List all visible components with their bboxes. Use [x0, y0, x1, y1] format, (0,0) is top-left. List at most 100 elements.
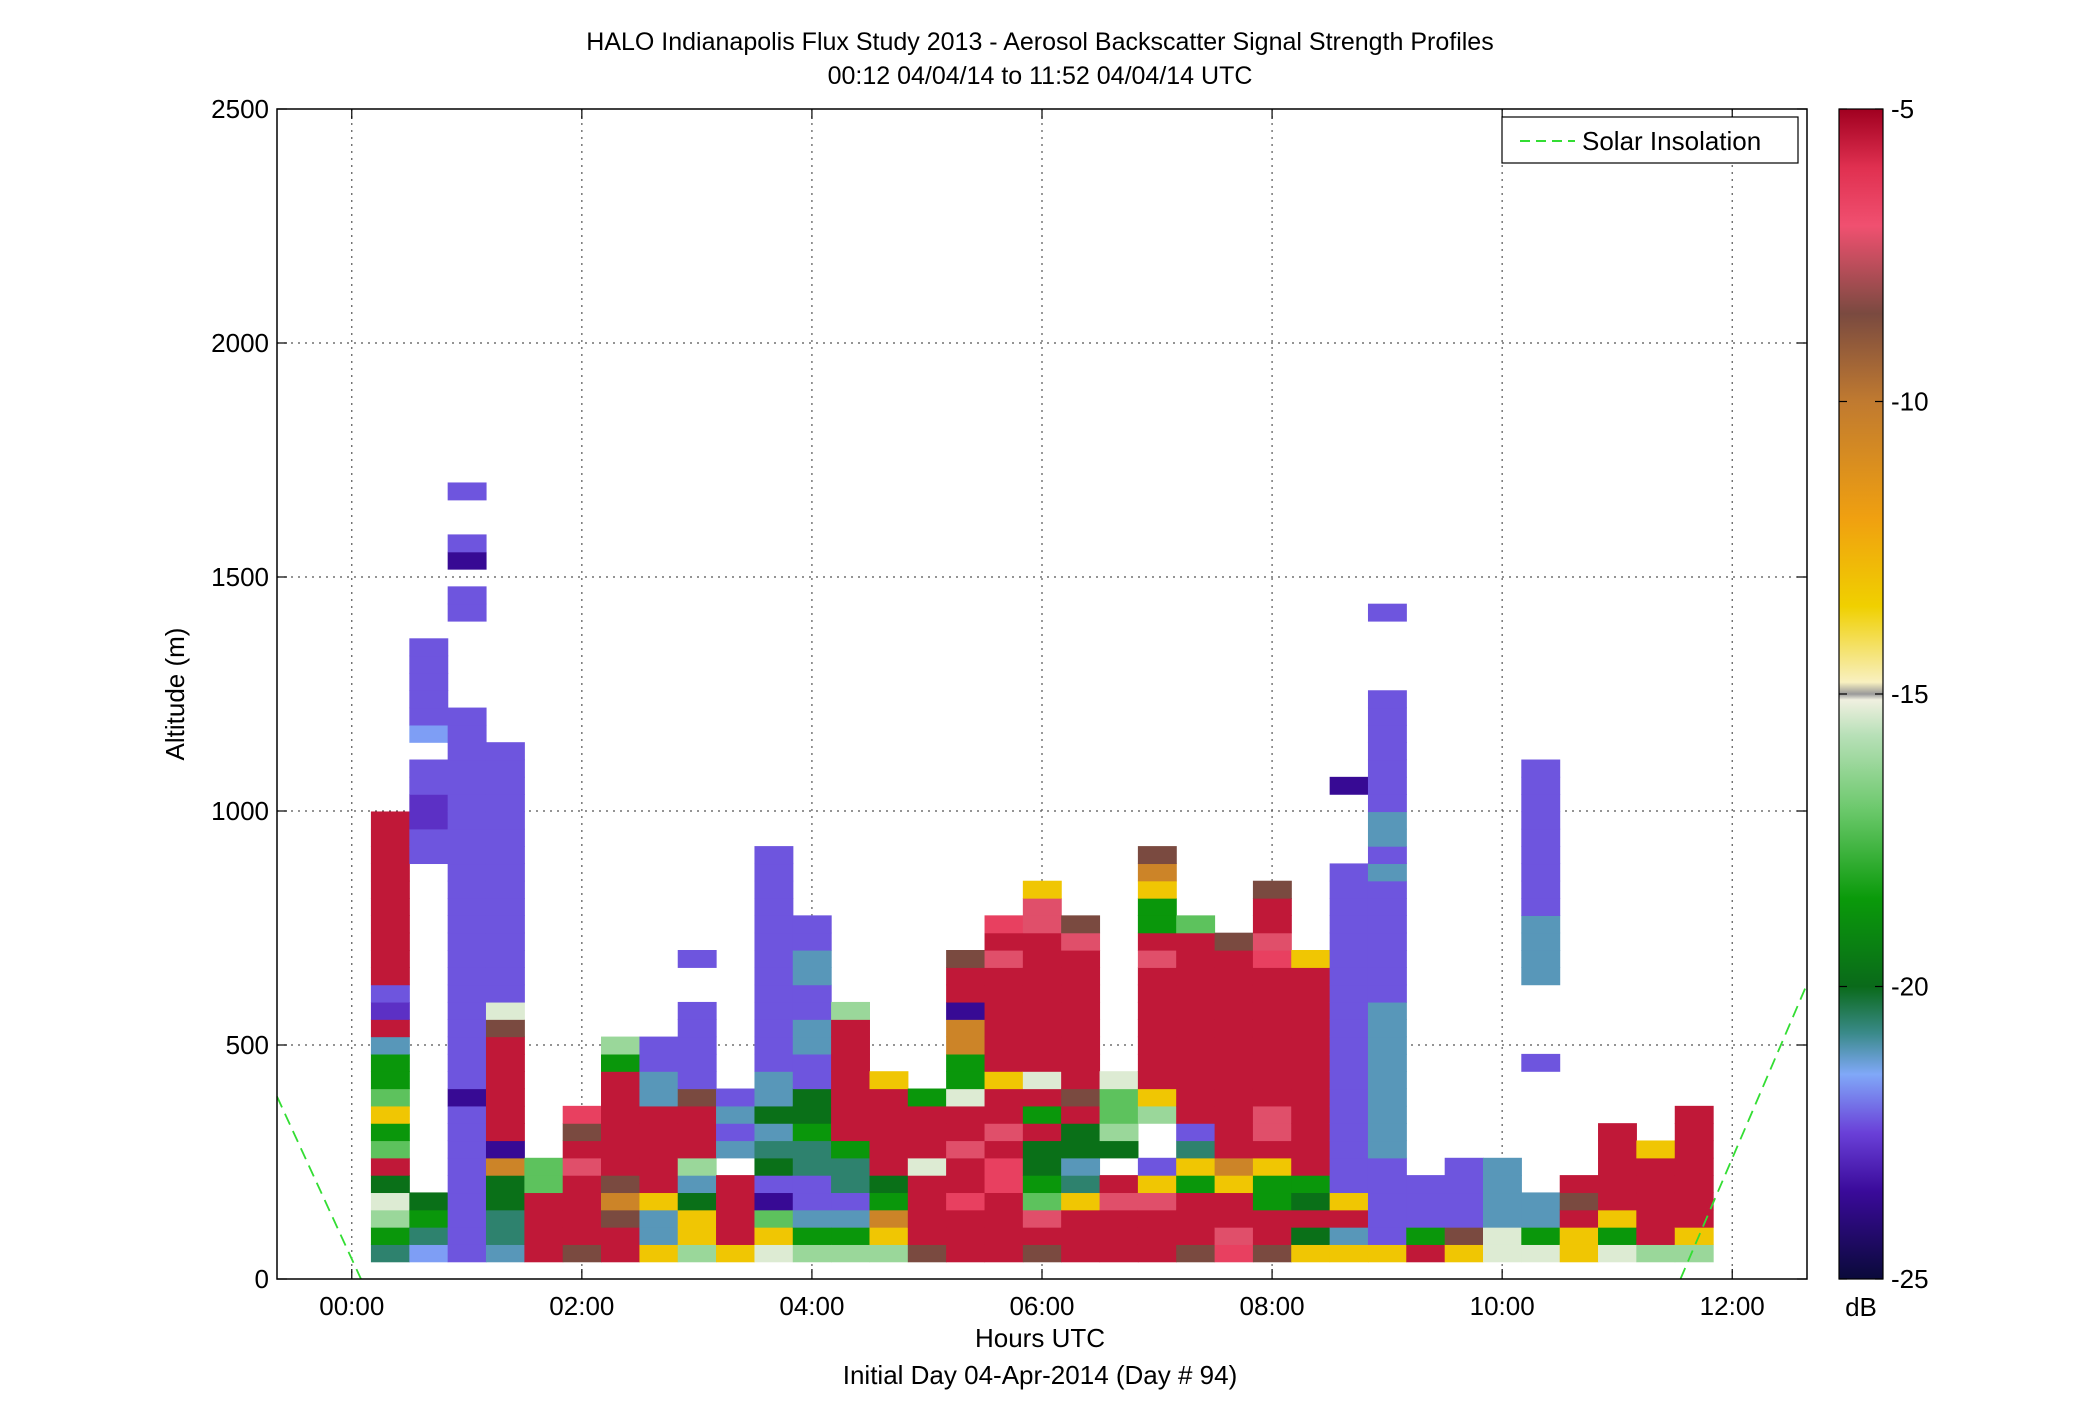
heatmap-cell [1329, 1157, 1369, 1176]
heatmap-cell [1521, 950, 1561, 968]
heatmap-cell [601, 1053, 640, 1072]
heatmap-cell [1329, 932, 1369, 951]
heatmap-cell [1176, 984, 1216, 1003]
colorbar: -5 -10 -15 -20 -25 dB [1838, 94, 1929, 1322]
heatmap-cell [370, 898, 410, 916]
heatmap-cell [447, 759, 487, 778]
heatmap-cell [1483, 1175, 1522, 1194]
heatmap-cell [1176, 1157, 1216, 1176]
heatmap-cell [984, 1123, 1024, 1142]
heatmap-cell [792, 984, 832, 1003]
heatmap-cell [1214, 1209, 1254, 1228]
heatmap-cell [1214, 1088, 1254, 1107]
heatmap-cell [1674, 1175, 1714, 1194]
heatmap-cell [1559, 1209, 1599, 1228]
heatmap-cell [792, 1227, 832, 1245]
heatmap-cell [1329, 1209, 1369, 1228]
heatmap-cell [1291, 984, 1331, 1003]
heatmap-cell [1483, 1244, 1522, 1263]
heatmap-cell [447, 1140, 487, 1159]
heatmap-cell [639, 1209, 679, 1228]
heatmap-cell [1022, 1019, 1062, 1038]
heatmap-cell [1291, 1071, 1331, 1090]
heatmap-cell [946, 950, 986, 968]
heatmap-cell [485, 915, 525, 934]
heatmap-cell [1367, 1192, 1407, 1211]
x-tick-label: 00:00 [319, 1291, 384, 1321]
heatmap-cell [1252, 1227, 1292, 1245]
heatmap-cell [447, 811, 487, 830]
heatmap-cell [946, 984, 986, 1003]
heatmap-cell [601, 1244, 640, 1263]
heatmap-cell [1367, 863, 1407, 882]
heatmap-cell [984, 967, 1024, 986]
heatmap-cell [907, 1192, 947, 1211]
heatmap-cell [1176, 1019, 1216, 1038]
heatmap-cell [1022, 1140, 1062, 1159]
heatmap-cell [485, 776, 525, 795]
heatmap-cell [1367, 1175, 1407, 1194]
heatmap-cell [1176, 1001, 1216, 1020]
heatmap-cell [409, 1244, 449, 1263]
heatmap-cell [869, 1105, 909, 1124]
heatmap-cell [562, 1209, 602, 1228]
heatmap-cell [370, 846, 410, 865]
heatmap-cell [1252, 1157, 1292, 1176]
heatmap-cell [1674, 1157, 1714, 1176]
heatmap-cell [1291, 1019, 1331, 1038]
x-tick-label: 02:00 [549, 1291, 614, 1321]
heatmap-cell [370, 967, 410, 986]
heatmap-cell [1367, 794, 1407, 813]
heatmap-cell [1406, 1227, 1446, 1245]
heatmap-cell [1022, 1088, 1062, 1107]
heatmap-cell [1022, 1071, 1062, 1090]
heatmap-cell [1483, 1157, 1522, 1176]
heatmap-cell [984, 932, 1024, 951]
heatmap-cell [792, 932, 832, 951]
y-tick-label: 1500 [211, 562, 269, 592]
heatmap-cell [1061, 915, 1101, 934]
colorbar-ticks: -5 -10 -15 -20 -25 [1839, 94, 1929, 1294]
heatmap-cell [677, 1123, 717, 1142]
heatmap-cell [1252, 984, 1292, 1003]
heatmap-cell [984, 984, 1024, 1003]
heatmap-cell [1252, 915, 1292, 934]
heatmap-cell [754, 1088, 794, 1107]
heatmap-cell [485, 863, 525, 882]
heatmap-cell [1022, 1209, 1062, 1228]
heatmap-cell [1061, 1209, 1101, 1228]
heatmap-cell [1291, 1123, 1331, 1142]
legend-label-solar: Solar Insolation [1582, 126, 1761, 156]
heatmap-cell [485, 1123, 525, 1142]
heatmap-cell [716, 1088, 755, 1107]
heatmap-cell [831, 1209, 870, 1228]
heatmap-cell [869, 1123, 909, 1142]
heatmap-cell [485, 1192, 525, 1211]
heatmap-cell [1367, 1019, 1407, 1038]
heatmap-cell [370, 1192, 410, 1211]
heatmap-cell [1252, 1192, 1292, 1211]
heatmap-cell [485, 1209, 525, 1228]
colorbar-tick-label: -20 [1891, 972, 1929, 1002]
heatmap-cell [907, 1175, 947, 1194]
heatmap-cell [792, 1192, 832, 1211]
heatmap-cell [1099, 1105, 1139, 1124]
heatmap-cell [754, 932, 794, 951]
heatmap-cell [1061, 1175, 1101, 1194]
heatmap-cell [485, 967, 525, 986]
heatmap-cell [1291, 1227, 1331, 1245]
heatmap-cell [1061, 1227, 1101, 1245]
heatmap-cell [907, 1088, 947, 1107]
heatmap-cell [447, 967, 487, 986]
heatmap-cell [1061, 1053, 1101, 1072]
heatmap-cell [946, 1105, 986, 1124]
heatmap-cell [1176, 1192, 1216, 1211]
heatmap-cell [601, 1227, 640, 1245]
heatmap-cell [485, 932, 525, 951]
heatmap-cell [1176, 1175, 1216, 1194]
heatmap-cell [1483, 1209, 1522, 1228]
heatmap-cell [1329, 915, 1369, 934]
heatmap-cell [370, 932, 410, 951]
heatmap-cell [1367, 967, 1407, 986]
heatmap-cell [1137, 898, 1177, 916]
